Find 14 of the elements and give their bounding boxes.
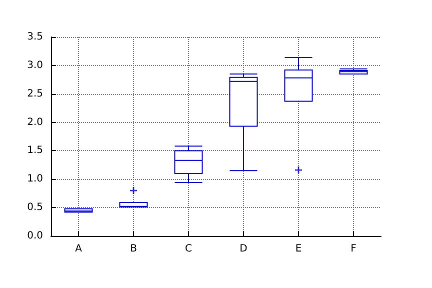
y-tick-label: 3.0 [27,60,43,71]
y-tick-label: 3.5 [27,32,43,42]
x-tick-label: E [295,244,302,254]
x-tick-label: D [240,244,248,254]
x-tick-label: C [185,244,192,254]
x-tick-label: B [130,244,138,254]
y-tick-label: 0.5 [27,202,43,214]
y-tick-label: 2.0 [27,116,43,128]
x-tick-label: F [350,244,357,254]
y-tick-label: 0.0 [27,230,43,242]
y-tick-label: 2.5 [27,88,43,100]
x-tick-label: A [75,244,82,254]
y-tick-label: 1.5 [27,145,43,156]
y-tick-label: 1.0 [27,174,43,185]
